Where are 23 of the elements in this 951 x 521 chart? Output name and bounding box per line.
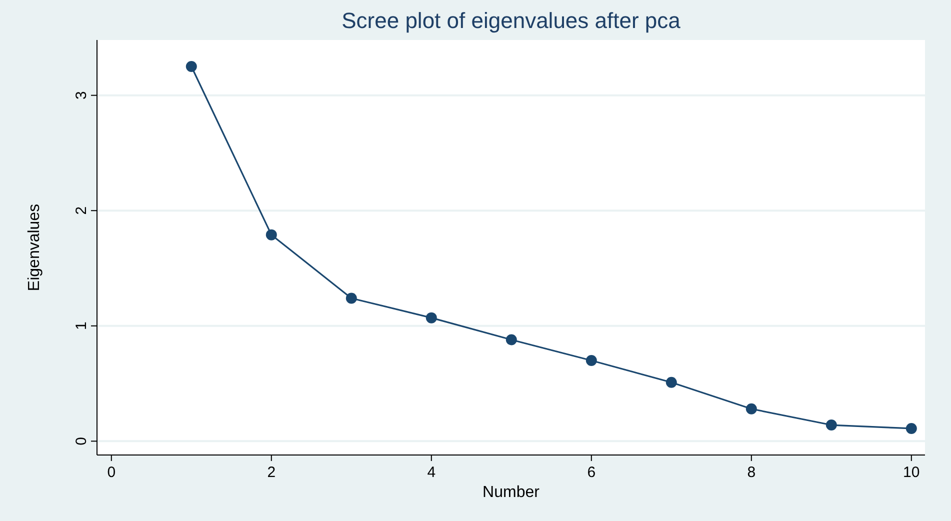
x-tick-label: 4 <box>427 464 436 481</box>
point <box>426 312 437 324</box>
y-axis-title: Eigenvalues <box>26 204 43 292</box>
chart-title: Scree plot of eigenvalues after pca <box>342 8 682 33</box>
point <box>506 334 517 346</box>
x-tick-label: 6 <box>587 464 596 481</box>
point <box>826 420 837 431</box>
point <box>346 292 357 304</box>
y-tick-label: 1 <box>73 322 90 330</box>
x-axis-title: Number <box>482 484 540 501</box>
point <box>666 376 677 388</box>
point <box>746 403 757 414</box>
point <box>186 61 197 72</box>
x-tick-label: 0 <box>107 464 116 481</box>
y-tick-label: 2 <box>73 206 90 215</box>
y-tick-label: 0 <box>73 436 90 446</box>
y-tick-label: 3 <box>73 91 90 100</box>
point <box>906 422 917 434</box>
x-tick-label: 10 <box>903 464 920 481</box>
point <box>586 354 597 366</box>
x-tick-label: 2 <box>267 464 276 481</box>
point <box>266 229 277 240</box>
x-tick-label: 8 <box>747 464 756 481</box>
